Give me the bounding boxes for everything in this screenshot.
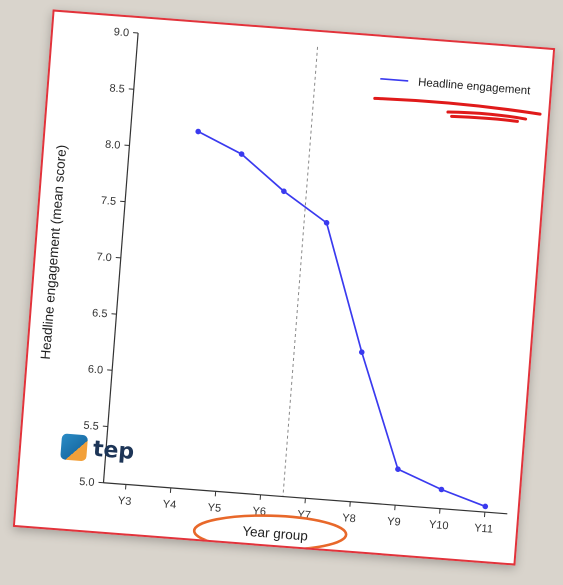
legend: Headline engagement (373, 77, 542, 123)
data-point (281, 188, 287, 195)
y-axis-line (102, 33, 139, 483)
brand-logo: tep (60, 433, 135, 465)
y-tick-label: 5.5 (83, 420, 99, 433)
y-tick-label: 5.0 (79, 476, 95, 489)
y-tick-label: 8.0 (105, 139, 121, 152)
x-tick-label: Y8 (342, 512, 356, 525)
data-point (323, 220, 330, 226)
data-point (438, 486, 445, 493)
x-tick-label: Y3 (117, 495, 131, 508)
x-tick-label: Y4 (162, 498, 176, 511)
y-tick-label: 7.5 (100, 195, 116, 208)
x-axis-title: Year group (242, 524, 309, 544)
chart-sheet: 5.0 5.5 6.0 6.5 7.0 7.5 8.0 8.5 9.0 Y3 Y4 Y5 Y6 Y7 Y8 Y… (12, 9, 556, 566)
data-point (395, 466, 401, 472)
y-tick-label: 9.0 (113, 26, 129, 39)
data-point (358, 349, 365, 355)
legend-underline-annotation (373, 96, 542, 123)
data-point (238, 151, 245, 157)
reference-dashed-line (282, 46, 319, 497)
y-tick-label: 6.0 (87, 363, 103, 376)
y-tick-label: 6.5 (92, 307, 108, 320)
series-line-headline-engagement (197, 130, 486, 508)
data-point (195, 128, 202, 135)
x-tick-label: Y9 (387, 516, 401, 529)
y-axis-title: Headline engagement (mean score) (38, 144, 69, 360)
x-tick-label: Y5 (207, 502, 221, 515)
logo-icon (60, 433, 89, 462)
y-tick-label: 7.0 (96, 251, 112, 264)
logo-text: tep (92, 436, 136, 465)
x-tick-label: Y10 (428, 519, 448, 532)
x-tick-label: Y11 (474, 522, 494, 535)
x-axis-line (103, 482, 508, 515)
y-tick-label: 8.5 (109, 82, 125, 95)
legend-swatch (380, 77, 409, 82)
data-point (482, 503, 489, 510)
legend-label: Headline engagement (418, 77, 532, 98)
line-chart: 5.05.56.06.57.07.58.08.59.0Y3 Y4 Y5 Y6 Y7 Y8 Y… (38, 26, 542, 552)
